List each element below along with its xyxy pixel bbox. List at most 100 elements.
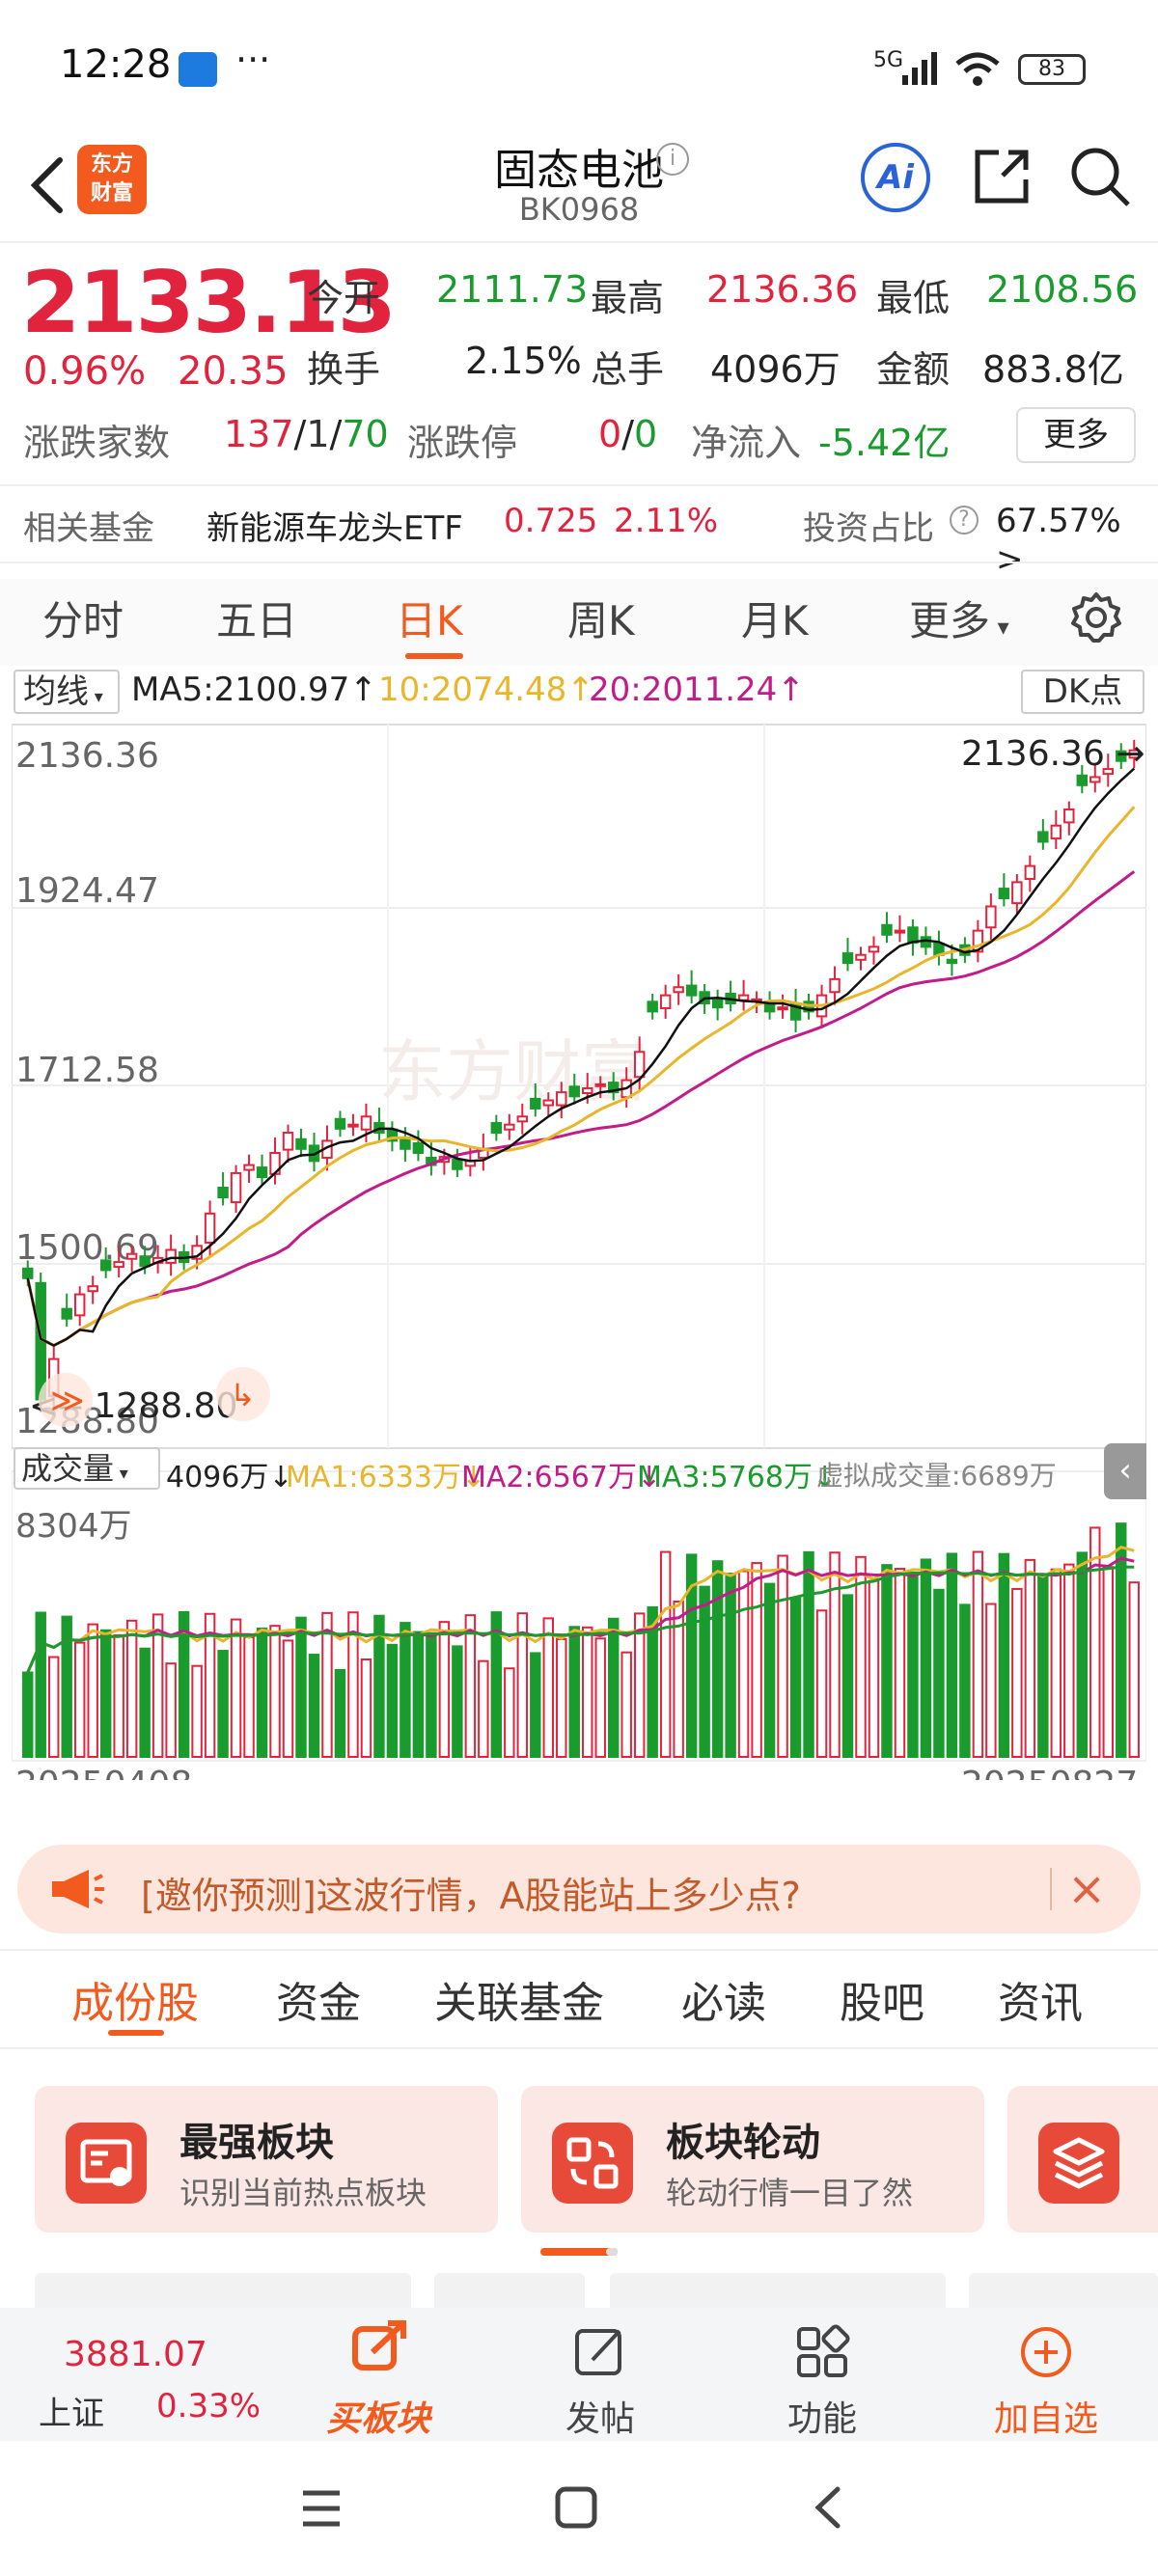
candle [1128,749,1140,759]
tab-related-funds[interactable]: 关联基金 [434,1979,604,2028]
volume-indicator: 4096万↓ [166,1461,293,1494]
grid-apps-icon[interactable] [793,2323,851,2381]
content-tab-indicator [108,2030,164,2036]
candle [1089,776,1101,783]
candle [568,1085,580,1098]
tab-news[interactable]: 资讯 [998,1979,1083,2028]
tab-intraday[interactable]: 分时 [42,597,124,644]
inflow-label: 净流入 [691,422,802,464]
add-watchlist-icon[interactable] [1017,2323,1075,2381]
expand-left-icon[interactable] [39,1373,93,1427]
volume-bar [321,1611,333,1758]
tab-daily-k[interactable]: 日K [396,597,463,644]
volume-bar [269,1625,281,1758]
volume-bar [699,1585,710,1758]
promo-banner[interactable]: [邀你预测]这波行情，A股能站上多少点? × [17,1845,1141,1933]
volume-bar [1089,1526,1101,1758]
more-button[interactable]: 更多 [1016,407,1136,463]
volume-bar [777,1554,788,1758]
share-icon[interactable] [970,145,1034,208]
candle [230,1171,242,1204]
volume-select[interactable]: 成交量 ▾ [14,1447,160,1490]
tab-constituents[interactable]: 成份股 [71,1979,199,2028]
buy-sector-icon[interactable] [349,2319,413,2377]
tab-more[interactable]: 更多 ▾ [909,597,1009,644]
volume-bar [516,1612,529,1758]
volume-bar [191,1664,203,1758]
vol-axis-max: 8304万 [15,1507,132,1546]
nav-post[interactable]: 发帖 [565,2399,635,2439]
tab-monthly-k[interactable]: 月K [741,597,809,644]
volume-bar [113,1633,124,1759]
back-arrow-icon[interactable] [21,147,79,224]
candle [99,1259,112,1272]
index-value[interactable]: 3881.07 [64,2335,207,2374]
filter-chip[interactable] [610,2273,946,2308]
volume-bar [61,1615,72,1759]
nav-add-watchlist[interactable]: 加自选 [993,2399,1098,2439]
close-icon[interactable]: × [1067,1862,1107,1916]
tab-five-day[interactable]: 五日 [216,597,298,644]
menu-icon[interactable] [299,2487,344,2530]
layers-icon [1038,2123,1119,2204]
gear-icon[interactable] [1069,590,1123,644]
ratio-value: 67.57% > [996,502,1121,579]
candle [881,923,893,936]
drag-handle-icon[interactable] [216,1367,270,1421]
index-pct[interactable]: 0.33% [156,2387,262,2425]
signal-bars-icon [902,52,937,85]
volume-bar [530,1652,541,1758]
candle [504,1123,515,1131]
volume-bar [243,1635,255,1758]
volume-bar [87,1623,98,1758]
candle [1050,824,1062,840]
info-icon[interactable]: i [656,143,689,176]
turnover-value: 2.15% [465,340,582,382]
index-name[interactable]: 上证 [39,2395,104,2433]
search-icon[interactable] [1068,145,1132,208]
filter-chip[interactable] [35,2273,411,2308]
banner-text[interactable]: [邀你预测]这波行情，A股能站上多少点? [141,1875,801,1917]
ratio-label: 投资占比 [803,509,934,548]
candle [217,1187,229,1199]
tab-weekly-k[interactable]: 周K [567,597,635,644]
nav-functions[interactable]: 功能 [786,2399,857,2439]
card-sector-rotation[interactable]: 板块轮动 轮动行情一目了然 [521,2086,984,2233]
volume-bar [152,1613,164,1758]
rotation-icon [552,2123,633,2204]
help-icon[interactable]: ? [950,506,979,534]
tab-forum[interactable]: 股吧 [840,1979,924,2028]
back-nav-icon[interactable] [809,2483,847,2532]
candle [1116,750,1127,762]
edit-post-icon[interactable] [571,2323,629,2381]
fund-name[interactable]: 新能源车龙头ETF [207,509,463,548]
ma-select[interactable]: 均线 ▾ [14,670,120,714]
kline-chart[interactable]: 东方财富 2136.36 1924.47 1712.58 1500.69 128… [12,719,1146,1780]
nav-buy-sector[interactable]: 买板块 [325,2399,430,2439]
candle [113,1261,124,1269]
volume-bar [35,1611,46,1758]
volume-bar [1116,1522,1127,1758]
volume-bar [452,1645,463,1758]
ai-button[interactable]: Ai [861,143,930,212]
related-fund-row[interactable]: 相关基金 新能源车龙头ETF 0.725 2.11% 投资占比 ? 67.57%… [23,502,1143,579]
tab-must-read[interactable]: 必读 [681,1979,766,2028]
tab-capital[interactable]: 资金 [276,1979,361,2028]
home-icon[interactable] [554,2485,598,2530]
dk-point-button[interactable]: DK点 [1021,670,1144,714]
card-partial[interactable] [1007,2086,1158,2233]
volume-bar [763,1582,776,1758]
volume-bar [217,1650,229,1758]
candle [777,1006,788,1011]
card-strongest-sector[interactable]: 最强板块 识别当前热点板块 [35,2086,498,2233]
candle [256,1166,268,1179]
filter-chip[interactable] [434,2273,585,2308]
active-tab-indicator [405,653,463,659]
collapse-panel-icon[interactable]: ‹ [1104,1443,1146,1499]
card-title: 最强板块 [179,2121,334,2165]
volume-bar [946,1552,958,1758]
volume-bar [386,1643,399,1759]
limit-label: 涨跌停 [407,422,518,464]
filter-chip[interactable] [969,2273,1158,2308]
volume-bar [868,1579,880,1759]
